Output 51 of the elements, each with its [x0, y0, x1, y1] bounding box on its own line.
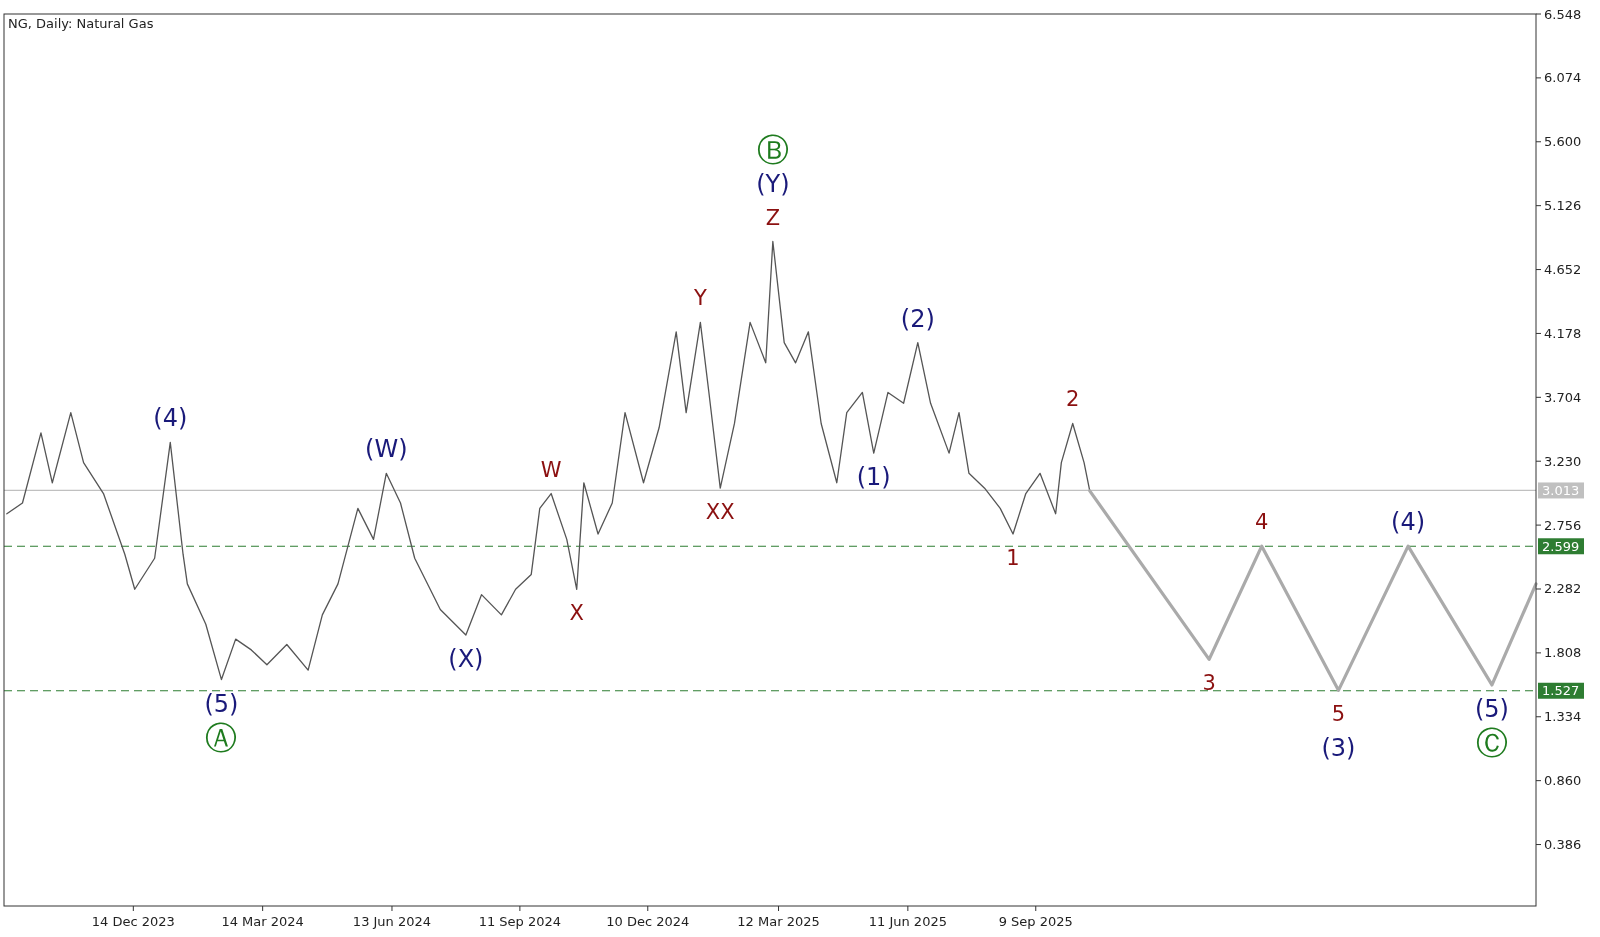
- annotation: XX: [705, 500, 735, 525]
- y-tick-label: 4.178: [1544, 325, 1582, 341]
- y-tick-label: 0.386: [1544, 837, 1582, 853]
- annotation: 5: [1331, 702, 1346, 727]
- annotation: (2): [900, 304, 935, 333]
- x-tick-label: 14 Dec 2023: [91, 914, 175, 929]
- annotation: (X): [448, 645, 484, 674]
- y-tick-label: 6.074: [1544, 70, 1582, 86]
- annotation: (3): [1321, 734, 1356, 763]
- ref-line-label: 3.013: [1542, 482, 1580, 498]
- x-tick-label: 10 Dec 2024: [606, 914, 690, 929]
- line-series: [6, 240, 1091, 681]
- annotation: 4: [1255, 510, 1269, 535]
- y-tick-label: 3.704: [1544, 389, 1582, 405]
- ref-line-label: 2.599: [1542, 538, 1580, 554]
- x-tick-label: 9 Sep 2025: [998, 914, 1073, 929]
- annotation: (4): [1391, 508, 1426, 537]
- annotation: Ⓑ: [756, 130, 789, 169]
- y-tick-label: 3.230: [1544, 453, 1582, 469]
- x-tick-label: 11 Jun 2025: [868, 914, 947, 929]
- annotation: (Y): [756, 169, 790, 198]
- annotation: (W): [365, 435, 408, 464]
- annotation: Ⓐ: [205, 718, 238, 757]
- x-tick-label: 11 Sep 2024: [478, 914, 562, 929]
- y-tick-label: 4.652: [1544, 262, 1582, 278]
- annotation: X: [569, 601, 584, 626]
- y-tick-label: 2.756: [1544, 517, 1582, 533]
- annotation: Ⓒ: [1475, 723, 1508, 762]
- y-tick-label: 0.860: [1544, 773, 1582, 789]
- annotation: (5): [204, 689, 239, 718]
- y-tick-label: 1.808: [1544, 645, 1582, 661]
- line-series: [1088, 489, 1538, 692]
- chart-title: NG, Daily: Natural Gas: [8, 16, 154, 31]
- annotation: (1): [856, 463, 891, 492]
- y-tick-label: 5.126: [1544, 198, 1582, 214]
- x-tick-label: 14 Mar 2024: [221, 914, 304, 929]
- annotation: (5): [1474, 694, 1509, 723]
- annotation: Y: [692, 286, 707, 311]
- annotation: (4): [153, 404, 188, 433]
- x-tick-label: 13 Jun 2024: [352, 914, 432, 929]
- annotation: 2: [1066, 387, 1080, 412]
- y-tick-label: 1.334: [1544, 709, 1582, 725]
- annotation: Z: [765, 205, 781, 230]
- annotation: 3: [1202, 671, 1216, 696]
- x-tick-label: 12 Mar 2025: [737, 914, 820, 929]
- annotation: W: [540, 457, 562, 482]
- y-tick-label: 2.282: [1544, 581, 1582, 597]
- y-tick-label: 6.548: [1544, 6, 1582, 22]
- ref-line-label: 1.527: [1542, 683, 1580, 699]
- y-tick-label: 5.600: [1544, 134, 1582, 150]
- annotation: 1: [1006, 546, 1020, 570]
